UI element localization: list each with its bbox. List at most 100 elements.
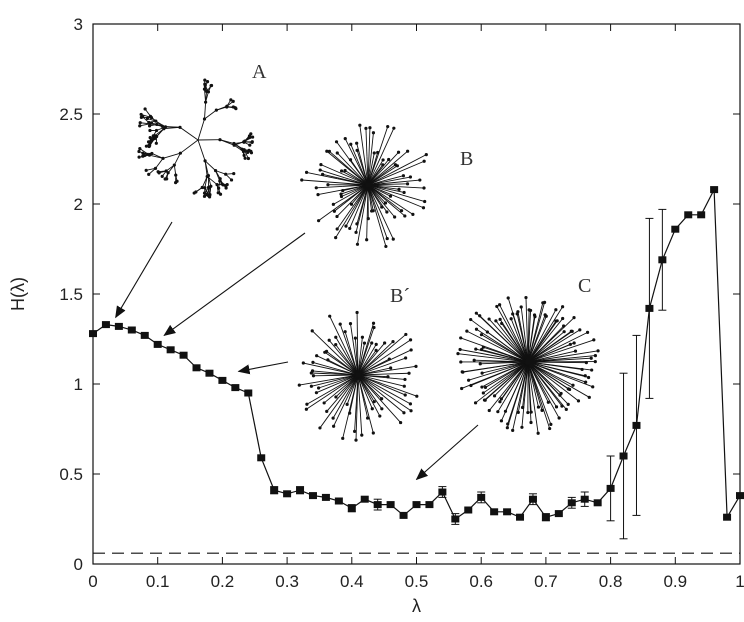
network-node [334,140,339,144]
network-node [386,124,390,129]
network-edge [326,392,343,412]
network-node [590,368,594,372]
network-edge [505,361,529,412]
network-node [456,352,460,356]
network-node [402,384,406,388]
network-node [499,419,504,423]
network-node [248,143,252,147]
data-point [127,326,136,334]
network-node [380,205,384,209]
network-edge [510,318,529,363]
network-edge [142,116,151,125]
network-node [460,386,464,391]
network-node [472,358,476,362]
y-tick-label: 3 [74,15,83,34]
network-node [403,393,407,397]
network-node [380,407,384,411]
network-hub [355,372,361,378]
network-node [349,202,354,206]
network-node [362,341,367,345]
data-point [684,211,693,219]
x-tick-label: 0.7 [534,572,558,591]
network-node [560,404,564,408]
network-edge [317,189,344,196]
network-node [467,378,471,382]
data-point [308,492,317,500]
network-node [343,330,347,334]
network-edge [342,374,359,439]
data-point [710,186,719,194]
data-point [386,501,395,509]
network-node [557,416,561,420]
data-point [490,508,499,516]
network-edge [299,379,329,386]
network-node [334,335,338,339]
network-edge [476,328,529,363]
network-node [311,360,315,364]
network-edge [357,339,411,376]
network-edge [527,361,583,370]
network-edge [495,320,529,363]
network-edge [156,128,165,137]
network-edge [367,184,425,189]
network-node [526,410,530,415]
network-edge [359,125,369,186]
network-edge [357,374,383,410]
data-point [516,513,525,521]
network-node [555,319,559,323]
network-node [561,316,565,321]
network-edge [335,337,359,376]
network-node [408,338,413,342]
network-edge [357,374,373,409]
network-edge [357,344,377,376]
network-edge [470,361,529,386]
data-point [567,499,576,507]
network-node [137,155,141,159]
network-edge [204,102,207,120]
network-node [370,407,374,411]
network-b-prime [297,310,419,442]
network-node [391,340,395,344]
series-line [92,187,741,520]
network-node [174,180,178,185]
network-edge [497,361,529,412]
network-node [584,380,588,384]
network-node [409,409,413,413]
network-node [340,169,344,173]
network-edge [140,122,151,125]
network-edge [507,297,529,363]
network-edge [139,123,151,127]
network-edge [201,176,208,188]
network-node [250,140,254,144]
network-node [392,126,396,130]
network-node [402,411,406,415]
network-edge [357,349,412,376]
network-edge [365,323,374,350]
network-node [202,194,207,198]
network-node [465,329,469,333]
network-edge [367,176,411,186]
network-edge [385,175,404,181]
network-node [372,400,376,404]
data-point [412,501,421,509]
network-node [511,428,515,432]
network-edge [357,374,364,397]
data-point [89,330,97,338]
data-point [192,364,201,372]
network-node [154,141,158,145]
network-node [596,349,600,353]
network-node [297,383,301,387]
data-point [606,484,615,492]
annotation-label-3: C [578,275,591,297]
network-edge [527,361,539,408]
network-node [389,366,393,370]
network-node [203,83,207,88]
data-point [593,499,602,507]
network-edge [318,184,369,222]
network-node [148,128,152,133]
network-node [143,107,147,111]
network-edge [367,165,398,186]
network-edge [380,200,395,218]
network-node [500,321,504,326]
network-node [469,317,473,322]
